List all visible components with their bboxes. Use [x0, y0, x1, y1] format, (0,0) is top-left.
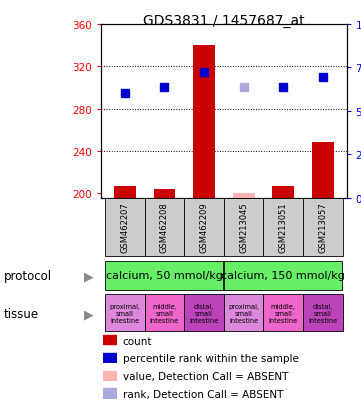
- Text: rank, Detection Call = ABSENT: rank, Detection Call = ABSENT: [123, 389, 283, 399]
- FancyBboxPatch shape: [145, 198, 184, 256]
- FancyBboxPatch shape: [303, 294, 343, 332]
- FancyBboxPatch shape: [264, 294, 303, 332]
- Bar: [103, 389, 117, 398]
- Text: GDS3831 / 1457687_at: GDS3831 / 1457687_at: [143, 14, 305, 28]
- Bar: [103, 353, 117, 362]
- Text: GSM462208: GSM462208: [160, 202, 169, 252]
- Text: middle,
small
intestine: middle, small intestine: [269, 303, 298, 323]
- Text: proximal,
small
intestine: proximal, small intestine: [109, 303, 140, 323]
- FancyBboxPatch shape: [224, 294, 264, 332]
- Bar: [233, 194, 255, 198]
- FancyBboxPatch shape: [264, 198, 303, 256]
- FancyBboxPatch shape: [303, 198, 343, 256]
- Text: GSM213045: GSM213045: [239, 202, 248, 252]
- Text: tissue: tissue: [4, 307, 39, 320]
- FancyBboxPatch shape: [105, 261, 223, 290]
- Text: distal,
small
intestine: distal, small intestine: [190, 303, 219, 323]
- Bar: [103, 335, 117, 344]
- FancyBboxPatch shape: [105, 198, 145, 256]
- Text: GSM213051: GSM213051: [279, 202, 288, 252]
- Text: calcium, 150 mmol/kg: calcium, 150 mmol/kg: [221, 271, 345, 281]
- Text: GSM462207: GSM462207: [120, 202, 129, 252]
- Bar: [153, 190, 175, 198]
- Text: GSM213057: GSM213057: [318, 202, 327, 252]
- FancyBboxPatch shape: [105, 294, 145, 332]
- Bar: [193, 46, 215, 198]
- Bar: [114, 187, 136, 198]
- Text: count: count: [123, 336, 152, 346]
- Bar: [103, 371, 117, 380]
- Text: calcium, 50 mmol/kg: calcium, 50 mmol/kg: [106, 271, 223, 281]
- FancyBboxPatch shape: [184, 294, 224, 332]
- Text: ▶: ▶: [84, 269, 93, 282]
- FancyBboxPatch shape: [224, 198, 264, 256]
- Text: protocol: protocol: [4, 269, 52, 282]
- Text: GSM462209: GSM462209: [200, 202, 209, 252]
- FancyBboxPatch shape: [184, 198, 224, 256]
- Text: value, Detection Call = ABSENT: value, Detection Call = ABSENT: [123, 371, 288, 381]
- Text: ▶: ▶: [84, 307, 93, 320]
- Bar: [312, 142, 334, 198]
- FancyBboxPatch shape: [224, 261, 342, 290]
- FancyBboxPatch shape: [145, 294, 184, 332]
- Bar: [272, 187, 294, 198]
- Text: distal,
small
intestine: distal, small intestine: [308, 303, 338, 323]
- Text: middle,
small
intestine: middle, small intestine: [150, 303, 179, 323]
- Text: proximal,
small
intestine: proximal, small intestine: [228, 303, 259, 323]
- Text: percentile rank within the sample: percentile rank within the sample: [123, 354, 299, 363]
